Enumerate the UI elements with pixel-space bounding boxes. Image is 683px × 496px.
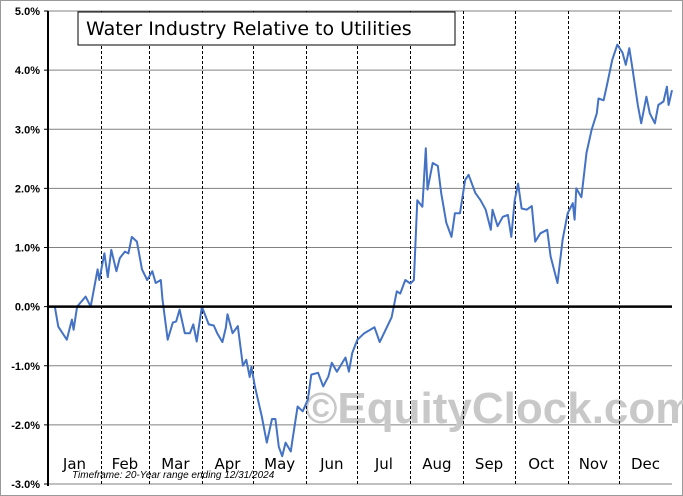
y-tick-label: 2.0% [15,183,40,195]
y-tick-label: 1.0% [15,243,40,255]
chart-title: Water Industry Relative to Utilities [86,18,412,40]
month-label: Aug [422,455,451,473]
month-label: Feb [112,455,139,473]
timeframe-annotation: Timeframe: 20-Year range ending 12/31/20… [72,470,275,481]
y-tick-label: -2.0% [11,420,40,432]
month-label: Mar [161,455,190,473]
month-label: Nov [579,455,608,473]
y-tick-label: -1.0% [11,361,40,373]
y-tick-label: -3.0% [11,479,40,491]
month-label: Jun [319,455,343,473]
y-tick-label: 3.0% [15,124,40,136]
y-tick-label: 0.0% [15,302,40,314]
month-label: Oct [528,455,554,473]
title-box [77,11,456,46]
month-label: May [264,455,295,473]
month-label: Apr [215,455,242,473]
month-label: Jul [374,455,393,473]
series-line [48,43,673,458]
month-label: Jan [62,455,86,473]
watermark: ©EquityClock.com [305,384,683,433]
y-tick-label: 4.0% [15,65,40,77]
month-label: Sep [475,455,503,473]
month-label: Dec [631,455,660,473]
y-tick-label: 5.0% [15,6,40,18]
